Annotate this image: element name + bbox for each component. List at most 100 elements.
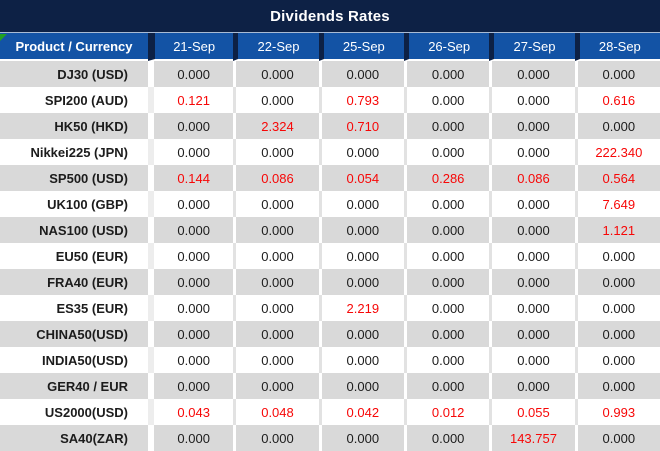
value-cell: 0.000 xyxy=(233,425,319,451)
value-cell: 0.000 xyxy=(574,61,660,87)
value-cell: 0.000 xyxy=(574,269,660,295)
page-title: Dividends Rates xyxy=(270,7,390,25)
value-cell: 0.000 xyxy=(403,191,490,217)
value-cell: 0.000 xyxy=(148,191,234,217)
value-cell: 0.000 xyxy=(403,425,490,451)
value-cell: 0.286 xyxy=(403,165,490,191)
table-row: HK50 (HKD) 0.000 2.324 0.710 0.000 0.000 0.000 xyxy=(0,113,660,139)
value-cell: 0.993 xyxy=(574,399,660,425)
value-cell: 2.324 xyxy=(233,113,319,139)
table-body: DJ30 (USD) 0.000 0.000 0.000 0.000 0.000 0.000… xyxy=(0,61,660,451)
value-cell: 0.121 xyxy=(148,87,234,113)
product-cell: SA40(ZAR) xyxy=(0,425,148,451)
column-header-date: 26-Sep xyxy=(403,33,490,61)
table-row: CHINA50(USD) 0.000 0.000 0.000 0.000 0.000 0.0… xyxy=(0,321,660,347)
value-cell: 0.086 xyxy=(233,165,319,191)
value-cell: 0.000 xyxy=(489,269,575,295)
value-cell: 0.000 xyxy=(318,269,404,295)
value-cell: 0.000 xyxy=(233,347,319,373)
value-cell: 0.000 xyxy=(233,269,319,295)
value-cell: 0.000 xyxy=(318,347,404,373)
product-cell: Nikkei225 (JPN) xyxy=(0,139,148,165)
value-cell: 0.000 xyxy=(403,113,490,139)
value-cell: 0.000 xyxy=(489,61,575,87)
value-cell: 0.000 xyxy=(318,243,404,269)
value-cell: 0.000 xyxy=(233,191,319,217)
product-cell: SPI200 (AUD) xyxy=(0,87,148,113)
value-cell: 0.000 xyxy=(489,191,575,217)
product-cell: HK50 (HKD) xyxy=(0,113,148,139)
value-cell: 0.000 xyxy=(318,425,404,451)
product-cell: US2000(USD) xyxy=(0,399,148,425)
dividends-table: Product / Currency 21-Sep 22-Sep 25-Sep 26-S… xyxy=(0,33,660,451)
product-cell: INDIA50(USD) xyxy=(0,347,148,373)
product-cell: DJ30 (USD) xyxy=(0,61,148,87)
value-cell: 0.000 xyxy=(403,139,490,165)
value-cell: 0.048 xyxy=(233,399,319,425)
value-cell: 0.000 xyxy=(148,113,234,139)
value-cell: 0.000 xyxy=(318,321,404,347)
value-cell: 0.000 xyxy=(233,139,319,165)
table-row: FRA40 (EUR) 0.000 0.000 0.000 0.000 0.000 0.00… xyxy=(0,269,660,295)
value-cell: 2.219 xyxy=(318,295,404,321)
value-cell: 0.000 xyxy=(148,139,234,165)
product-cell: EU50 (EUR) xyxy=(0,243,148,269)
table-row: SPI200 (AUD) 0.121 0.000 0.793 0.000 0.000 0.6… xyxy=(0,87,660,113)
value-cell: 0.000 xyxy=(148,373,234,399)
value-cell: 0.000 xyxy=(403,347,490,373)
table-row: SP500 (USD) 0.144 0.086 0.054 0.286 0.086 0.56… xyxy=(0,165,660,191)
column-header-date: 22-Sep xyxy=(233,33,319,61)
product-cell: GER40 / EUR xyxy=(0,373,148,399)
table-row: EU50 (EUR) 0.000 0.000 0.000 0.000 0.000 0.000 xyxy=(0,243,660,269)
value-cell: 1.121 xyxy=(574,217,660,243)
value-cell: 0.000 xyxy=(148,347,234,373)
green-corner-triangle-icon xyxy=(0,34,7,41)
table-row: ES35 (EUR) 0.000 0.000 2.219 0.000 0.000 0.000 xyxy=(0,295,660,321)
value-cell: 0.710 xyxy=(318,113,404,139)
value-cell: 0.055 xyxy=(489,399,575,425)
product-cell: ES35 (EUR) xyxy=(0,295,148,321)
value-cell: 0.000 xyxy=(403,243,490,269)
value-cell: 0.000 xyxy=(574,373,660,399)
table-row: INDIA50(USD) 0.000 0.000 0.000 0.000 0.000 0.0… xyxy=(0,347,660,373)
product-cell: SP500 (USD) xyxy=(0,165,148,191)
column-header-product: Product / Currency xyxy=(0,33,148,61)
column-header-date: 21-Sep xyxy=(148,33,234,61)
product-cell: FRA40 (EUR) xyxy=(0,269,148,295)
table-row: DJ30 (USD) 0.000 0.000 0.000 0.000 0.000 0.000 xyxy=(0,61,660,87)
table-row: UK100 (GBP) 0.000 0.000 0.000 0.000 0.000 7.64… xyxy=(0,191,660,217)
value-cell: 0.000 xyxy=(403,269,490,295)
value-cell: 0.000 xyxy=(489,87,575,113)
value-cell: 222.340 xyxy=(574,139,660,165)
table-row: US2000(USD) 0.043 0.048 0.042 0.012 0.055 0.99… xyxy=(0,399,660,425)
value-cell: 0.000 xyxy=(148,243,234,269)
value-cell: 0.000 xyxy=(574,295,660,321)
value-cell: 0.000 xyxy=(148,269,234,295)
value-cell: 0.000 xyxy=(318,217,404,243)
value-cell: 0.000 xyxy=(318,61,404,87)
value-cell: 0.086 xyxy=(489,165,575,191)
value-cell: 0.042 xyxy=(318,399,404,425)
value-cell: 0.000 xyxy=(233,61,319,87)
value-cell: 0.043 xyxy=(148,399,234,425)
value-cell: 143.757 xyxy=(489,425,575,451)
value-cell: 0.793 xyxy=(318,87,404,113)
value-cell: 0.000 xyxy=(403,61,490,87)
value-cell: 0.000 xyxy=(403,321,490,347)
value-cell: 0.000 xyxy=(318,373,404,399)
value-cell: 0.000 xyxy=(574,243,660,269)
value-cell: 0.564 xyxy=(574,165,660,191)
value-cell: 0.144 xyxy=(148,165,234,191)
value-cell: 0.000 xyxy=(489,243,575,269)
column-header-date: 25-Sep xyxy=(318,33,404,61)
value-cell: 0.000 xyxy=(233,217,319,243)
table-row: GER40 / EUR 0.000 0.000 0.000 0.000 0.000 0.00… xyxy=(0,373,660,399)
value-cell: 0.000 xyxy=(403,217,490,243)
value-cell: 0.000 xyxy=(489,321,575,347)
title-bar: Dividends Rates xyxy=(0,0,660,33)
product-cell: CHINA50(USD) xyxy=(0,321,148,347)
product-cell: UK100 (GBP) xyxy=(0,191,148,217)
value-cell: 0.000 xyxy=(233,87,319,113)
value-cell: 0.000 xyxy=(489,113,575,139)
value-cell: 0.000 xyxy=(403,87,490,113)
